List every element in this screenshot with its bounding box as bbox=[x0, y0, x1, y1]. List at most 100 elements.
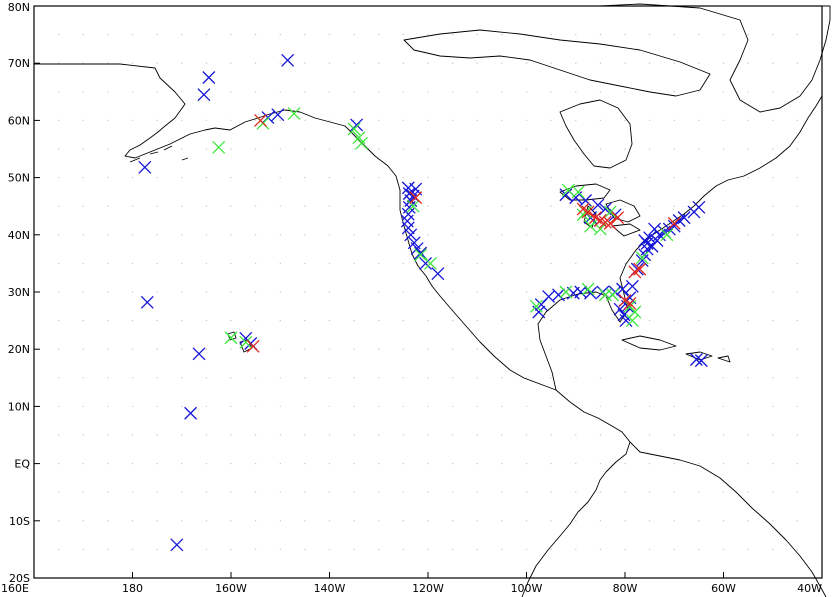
grid-dot bbox=[698, 176, 700, 179]
grid-dot bbox=[230, 119, 232, 122]
grid-dot bbox=[796, 462, 799, 465]
grid-dot bbox=[698, 548, 700, 551]
grid-dot bbox=[624, 520, 626, 522]
grid-dot bbox=[575, 462, 577, 465]
grid-dot bbox=[107, 262, 109, 265]
grid-dot bbox=[722, 491, 725, 493]
grid-dot bbox=[328, 319, 331, 322]
grid-dot bbox=[181, 405, 183, 408]
grid-dot bbox=[205, 176, 208, 179]
grid-dot bbox=[131, 520, 134, 522]
background-dot-grid bbox=[57, 33, 799, 551]
red-station-marker bbox=[409, 191, 423, 205]
coastlines bbox=[34, 3, 831, 597]
grid-dot bbox=[599, 434, 602, 436]
y-tick-label: 50N bbox=[8, 172, 30, 185]
grid-dot bbox=[402, 462, 405, 465]
grid-dot bbox=[796, 234, 799, 236]
north-america-coastline bbox=[34, 63, 631, 597]
grid-dot bbox=[476, 62, 478, 64]
grid-dot bbox=[107, 548, 109, 551]
x-tick-label: 60W bbox=[711, 582, 736, 595]
grid-dot bbox=[304, 434, 306, 436]
grid-dot bbox=[796, 148, 799, 150]
grid-dot bbox=[722, 405, 725, 408]
grid-dot bbox=[57, 491, 60, 493]
grid-dot bbox=[181, 176, 183, 179]
grid-dot bbox=[673, 262, 675, 265]
grid-dot bbox=[476, 291, 478, 293]
grid-dot bbox=[131, 491, 134, 493]
grid-dot bbox=[673, 291, 675, 293]
green-station-marker bbox=[571, 185, 585, 199]
grid-dot bbox=[427, 520, 429, 522]
grid-dot bbox=[279, 434, 281, 436]
grid-dot bbox=[254, 262, 257, 265]
grid-dot bbox=[673, 62, 675, 64]
grid-dot bbox=[575, 91, 577, 93]
grid-dot bbox=[230, 33, 232, 36]
grid-dot bbox=[796, 262, 799, 265]
grid-dot bbox=[501, 176, 503, 179]
grid-dot bbox=[205, 148, 208, 150]
y-tick-label: 20N bbox=[8, 343, 30, 356]
grid-dot bbox=[57, 33, 60, 36]
grid-dot bbox=[402, 148, 405, 150]
grid-dot bbox=[156, 291, 158, 293]
grid-dot bbox=[451, 62, 454, 64]
grid-dot bbox=[353, 262, 355, 265]
grid-dot bbox=[304, 462, 306, 465]
grid-dot bbox=[550, 205, 552, 207]
red-station-marker bbox=[633, 262, 647, 276]
grid-dot bbox=[796, 491, 799, 493]
grid-dot bbox=[378, 548, 380, 551]
grid-dot bbox=[353, 434, 355, 436]
grid-dot bbox=[476, 176, 478, 179]
grid-dot bbox=[304, 91, 306, 93]
grid-dot bbox=[698, 33, 700, 36]
grid-dot bbox=[722, 319, 725, 322]
grid-dot bbox=[254, 405, 257, 408]
grid-dot bbox=[131, 205, 134, 207]
grid-dot bbox=[427, 234, 429, 236]
grid-dot bbox=[279, 291, 281, 293]
grid-dot bbox=[722, 548, 725, 551]
grid-dot bbox=[131, 62, 134, 64]
grid-dot bbox=[402, 291, 405, 293]
green-station-marker bbox=[287, 107, 301, 120]
grid-dot bbox=[624, 62, 626, 64]
grid-dot bbox=[722, 205, 725, 207]
grid-dot bbox=[304, 205, 306, 207]
grid-dot bbox=[57, 319, 60, 322]
grid-dot bbox=[599, 176, 602, 179]
green-station-marker bbox=[603, 205, 617, 219]
grid-dot bbox=[796, 291, 799, 293]
grid-dot bbox=[205, 62, 208, 64]
grid-dot bbox=[304, 291, 306, 293]
grid-dot bbox=[254, 91, 257, 93]
grid-dot bbox=[181, 205, 183, 207]
grid-dot bbox=[353, 319, 355, 322]
grid-dot bbox=[772, 434, 774, 436]
grid-dot bbox=[156, 205, 158, 207]
grid-dot bbox=[501, 348, 503, 350]
grid-dot bbox=[254, 462, 257, 465]
grid-dot bbox=[57, 462, 60, 465]
blue-station-marker bbox=[591, 198, 605, 212]
grid-dot bbox=[550, 33, 552, 36]
blue-station-marker bbox=[689, 353, 703, 366]
longitude-axis: 160E 180 160W 140W 120W 100W 80W 60W 40W bbox=[1, 572, 823, 595]
grid-dot bbox=[328, 548, 331, 551]
green-station-marker bbox=[628, 305, 642, 319]
grid-dot bbox=[107, 348, 109, 350]
grid-dot bbox=[476, 205, 478, 207]
grid-dot bbox=[82, 491, 85, 493]
grid-dot bbox=[230, 319, 232, 322]
grid-dot bbox=[476, 148, 478, 150]
grid-dot bbox=[82, 520, 85, 522]
grid-dot bbox=[328, 291, 331, 293]
y-tick-label: 40N bbox=[8, 229, 30, 242]
green-station-marker bbox=[598, 288, 612, 302]
grid-dot bbox=[378, 148, 380, 150]
